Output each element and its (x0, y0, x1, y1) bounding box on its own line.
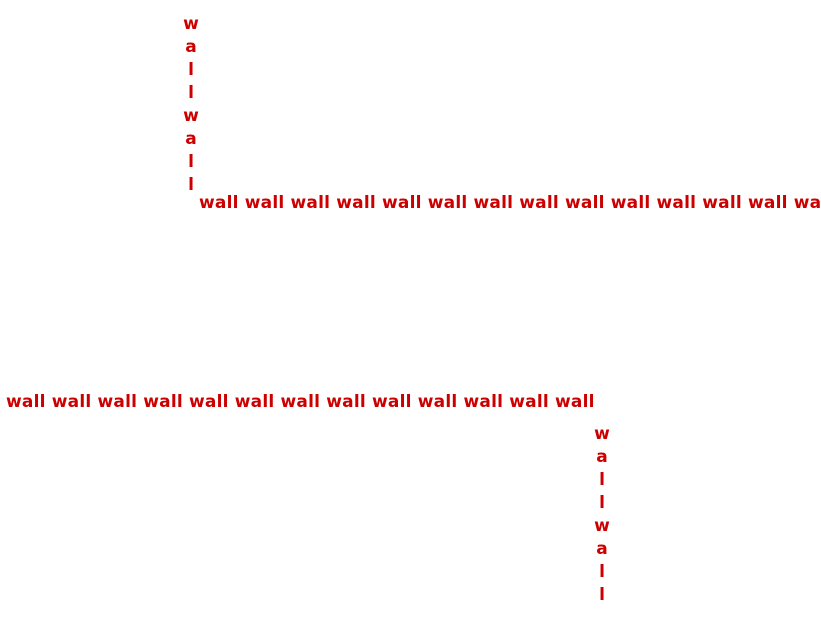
wall-letter: w (183, 14, 199, 34)
bottom-vertical-wall: w a l l w a l l (594, 423, 610, 607)
wall-letter: l (599, 585, 605, 605)
wall-letter: l (599, 470, 605, 490)
wall-letter: l (188, 152, 194, 172)
wall-letter: l (188, 60, 194, 80)
wall-letter: l (599, 493, 605, 513)
wall-letter: a (185, 37, 197, 57)
wall-letter: l (188, 175, 194, 195)
wall-letter: w (594, 516, 610, 536)
top-horizontal-wall: wall wall wall wall wall wall wall wall … (199, 195, 821, 212)
wall-letter: l (188, 83, 194, 103)
wall-letter: w (183, 106, 199, 126)
top-vertical-wall: w a l l w a l l (183, 13, 199, 197)
wall-letter: a (596, 447, 608, 467)
wall-letter: l (599, 562, 605, 582)
wall-letter: a (596, 539, 608, 559)
bottom-horizontal-wall: wall wall wall wall wall wall wall wall … (6, 392, 595, 412)
wall-letter: w (594, 424, 610, 444)
wall-letter: a (185, 129, 197, 149)
